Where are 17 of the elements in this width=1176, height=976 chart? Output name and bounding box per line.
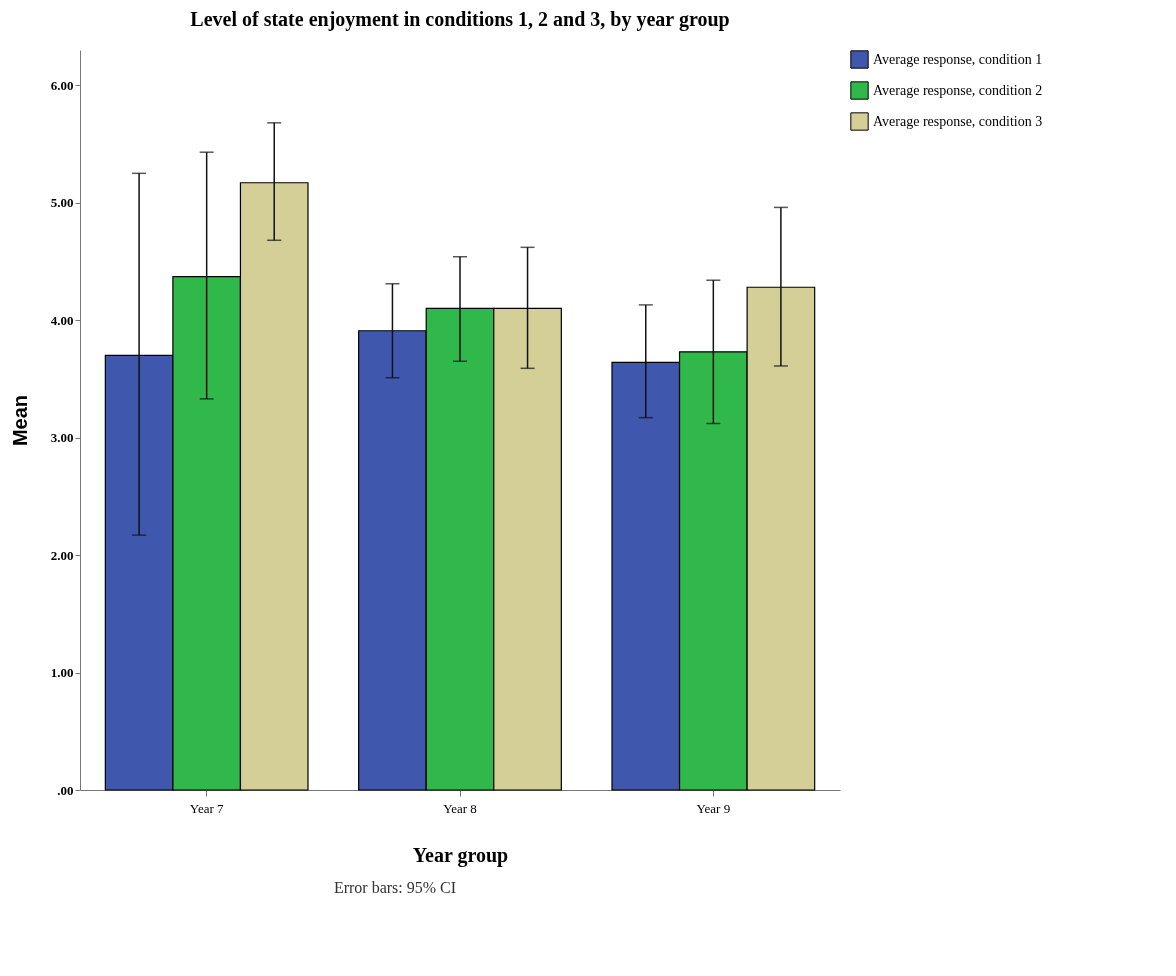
x-tick-label: Year 8 (443, 800, 477, 816)
y-tick-label: 1.00 (50, 665, 74, 681)
y-axis-title: Mean (8, 394, 31, 447)
y-tick-label: 6.00 (50, 77, 74, 93)
legend-label: Average response, condition 3 (873, 113, 1043, 129)
legend-label: Average response, condition 1 (873, 51, 1043, 67)
legend-label: Average response, condition 2 (873, 82, 1043, 98)
x-tick-label: Year 9 (696, 800, 731, 816)
y-tick-label: .00 (57, 782, 74, 798)
y-tick-label: 3.00 (50, 430, 74, 446)
y-tick-label: 4.00 (50, 312, 74, 328)
x-tick-label: Year 7 (189, 800, 225, 816)
text: Error bars: 95% CI (332, 879, 458, 897)
y-tick-label: 2.00 (50, 547, 74, 563)
chart-title: Level of state enjoyment in conditions 1, 2 and 3, by year group (190, 8, 730, 31)
x-axis-title: Year group (412, 843, 509, 867)
y-tick-label: 5.00 (50, 195, 74, 211)
